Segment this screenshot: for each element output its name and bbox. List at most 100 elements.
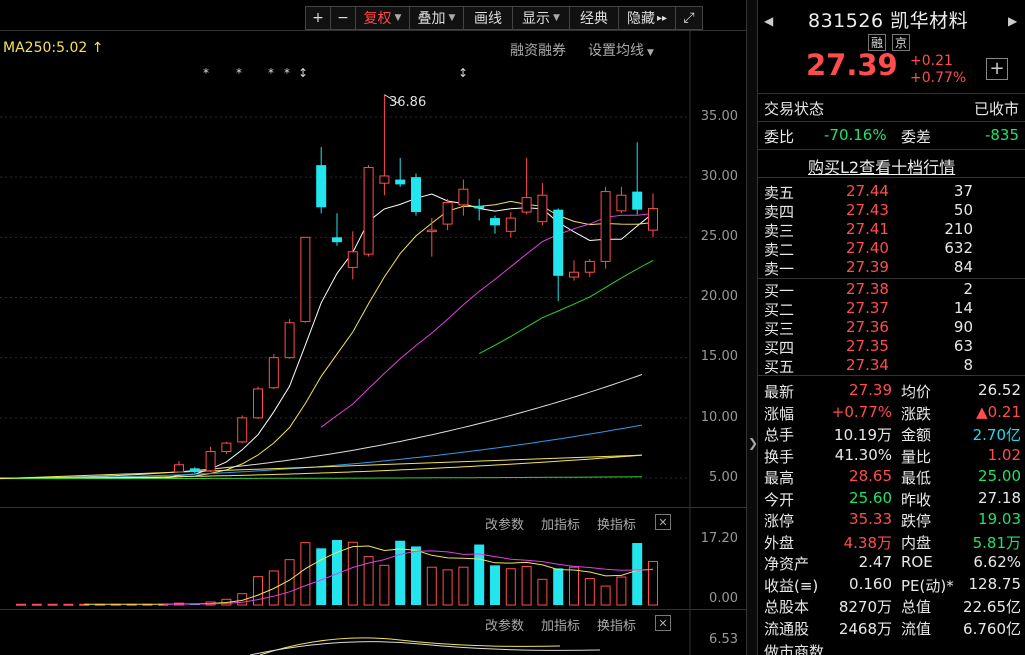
display-button[interactable]: 显示 ▼ (512, 6, 570, 30)
volume-ma-line (163, 550, 654, 605)
bid-row[interactable]: 买三 27.36 90 (758, 318, 1025, 338)
stat-value: 5.81万 (972, 533, 1021, 552)
volume-bar (379, 564, 390, 606)
vol-switch-indicator-link[interactable]: 换指标 (597, 518, 637, 533)
volume-bar (505, 568, 516, 606)
trade-status-value: 已收市 (973, 100, 1019, 118)
ma-settings-button[interactable]: 设置均线 ▼ (588, 40, 654, 60)
stat-label: 昨收 (901, 490, 932, 509)
bid-row[interactable]: 买二 27.37 14 (758, 299, 1025, 319)
zoom-in-button[interactable]: + (305, 6, 331, 30)
candle-body-up (505, 217, 516, 232)
candle-body-up (237, 417, 248, 443)
ind-edit-params-link[interactable]: 改参数 (485, 619, 525, 634)
volume-bar (300, 542, 311, 606)
vol-tick-max: 17.20 (700, 531, 738, 546)
volume-bar (648, 561, 658, 606)
ind-close-icon[interactable]: ✕ (655, 615, 671, 631)
volume-bar (63, 603, 74, 606)
candle-body-up (569, 271, 579, 278)
price-tick-35: 35.00 (700, 109, 738, 124)
stat-value: 2.70亿 (972, 426, 1021, 444)
zoom-out-label: − (337, 10, 349, 26)
toolbar-divider (0, 30, 746, 31)
stat-label: 总股本 (764, 598, 810, 616)
candle-body-up (521, 197, 532, 213)
stat-label: 总值 (901, 598, 932, 616)
order-ratio-value: -70.16% (824, 126, 887, 144)
candle-body-up (284, 322, 295, 359)
stat-label: 量比 (901, 447, 932, 466)
stat-label: 金额 (901, 426, 932, 444)
zoom-out-button[interactable]: − (330, 6, 356, 30)
panel-splitter[interactable]: ❯ (746, 0, 758, 655)
bid-row[interactable]: 买四 27.35 63 (758, 337, 1025, 357)
ask-volume: 84 (953, 258, 973, 276)
ind-add-indicator-link[interactable]: 加指标 (541, 619, 581, 634)
high-annotation: 36.86 (389, 95, 427, 110)
ind-tick-max: 6.53 (709, 632, 738, 647)
ma250-label: MA250:5.02 ↑ (3, 40, 104, 56)
price-tick-30: 30.00 (700, 169, 738, 184)
candle-body-up (648, 208, 658, 231)
stat-value: 6.62% (973, 553, 1021, 571)
ask-row[interactable]: 卖五 27.44 37 (758, 182, 1025, 202)
stat-label: 流值 (901, 619, 932, 638)
candlestick-chart[interactable]: * * * * ↕ ↕ (0, 0, 746, 655)
adjust-rights-button[interactable]: 复权 ▼ (355, 6, 410, 30)
volume-bar (16, 603, 26, 606)
ask-volume: 210 (944, 220, 973, 238)
ind-switch-indicator-link[interactable]: 换指标 (597, 619, 637, 634)
bid-row[interactable]: 买五 27.34 8 (758, 356, 1025, 376)
vol-add-indicator-link[interactable]: 加指标 (541, 518, 581, 533)
vol-edit-params-link[interactable]: 改参数 (485, 518, 525, 533)
draw-line-button[interactable]: 画线 (463, 6, 513, 30)
stat-label: 最新 (764, 383, 795, 401)
volume-layer (16, 540, 658, 606)
stat-row: 最新 27.39 均价 26.52 (758, 379, 1025, 403)
overlay-button[interactable]: 叠加 ▼ (409, 6, 464, 30)
exchange-tag: 京 (892, 34, 910, 51)
stat-label: PE(动)* (901, 576, 954, 595)
long-ma-line (0, 374, 643, 479)
ask-row[interactable]: 卖四 27.43 50 (758, 201, 1025, 221)
draw-line-label: 画线 (474, 11, 502, 27)
collapse-arrow-icon[interactable]: ❯ (748, 436, 759, 450)
candle-body-down (411, 177, 421, 213)
prev-stock-icon[interactable]: ◀ (764, 14, 774, 28)
ask-level-label: 卖四 (764, 203, 795, 221)
fullscreen-icon: ⤢ (683, 10, 695, 26)
market-maker-label: 做市商数 (764, 643, 825, 655)
candle-body-down (474, 206, 485, 209)
volume-bar (347, 541, 358, 606)
stat-value: 1.02 (987, 445, 1021, 464)
event-marker-icon: * (236, 66, 242, 80)
volume-bar (584, 578, 595, 606)
ask-row[interactable]: 卖二 27.40 632 (758, 239, 1025, 259)
event-marker-icon: ↕ (458, 66, 468, 80)
hide-label: 隐藏 (626, 11, 655, 27)
ask-row[interactable]: 卖一 27.39 84 (758, 258, 1025, 278)
stat-label: 收益(≡) (764, 576, 819, 595)
stat-value: 27.39 (849, 381, 892, 399)
volume-bar (332, 540, 342, 605)
bid-price: 27.35 (846, 337, 889, 355)
stat-label: 外盘 (764, 533, 795, 552)
stat-value: 25.60 (849, 488, 892, 507)
margin-trading-link[interactable]: 融资融券 (510, 43, 566, 59)
hide-button[interactable]: 隐藏 ▸▸ (618, 6, 676, 30)
bid-row[interactable]: 买一 27.38 2 (758, 280, 1025, 300)
next-stock-icon[interactable]: ▶ (1008, 14, 1018, 28)
overlay-label: 叠加 (417, 11, 446, 27)
candle-body-down (332, 237, 342, 243)
candle-body-up (458, 188, 469, 206)
buy-l2-link[interactable]: 购买L2查看十档行情 (808, 158, 956, 177)
stat-label: 换手 (764, 447, 795, 466)
long-ma-line (0, 476, 642, 480)
ask-price: 27.39 (846, 258, 889, 276)
trade-status-row: 交易状态 已收市 (758, 96, 1025, 120)
add-watchlist-button[interactable]: + (986, 58, 1008, 80)
ask-row[interactable]: 卖三 27.41 210 (758, 220, 1025, 240)
vol-close-icon[interactable]: ✕ (655, 514, 671, 530)
fullscreen-button[interactable]: ⤢ (675, 6, 703, 30)
